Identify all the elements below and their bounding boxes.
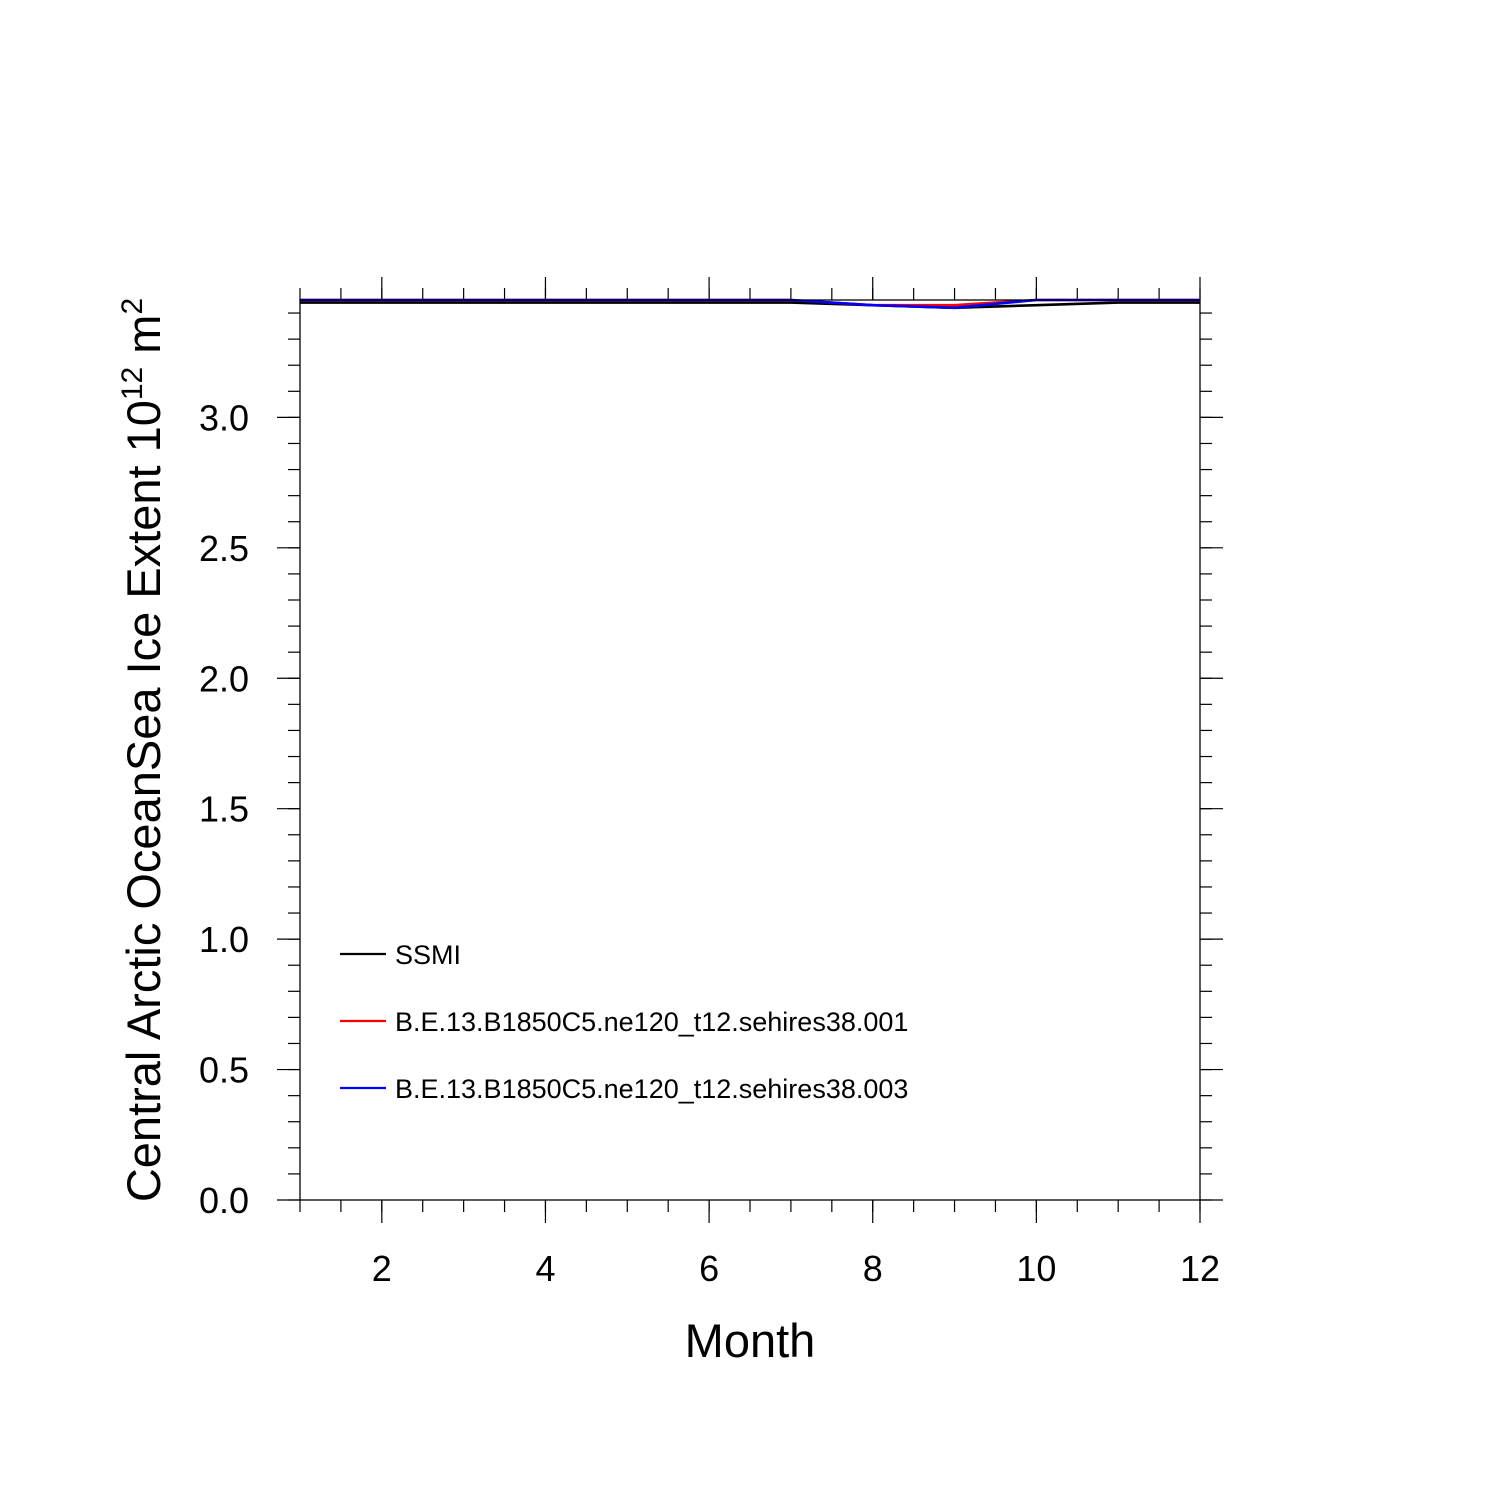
legend-label-2: B.E.13.B1850C5.ne120_t12.sehires38.001 — [395, 1007, 908, 1037]
x-tick-label: 2 — [372, 1248, 392, 1289]
x-tick-label: 4 — [535, 1248, 555, 1289]
y-tick-label: 2.0 — [199, 658, 249, 699]
y-axis-title-unit-exponent: 2 — [116, 298, 149, 315]
x-tick-label: 12 — [1180, 1248, 1220, 1289]
y-tick-label: 0.5 — [199, 1050, 249, 1091]
series-line-1 — [300, 301, 1200, 310]
legend: SSMI B.E.13.B1850C5.ne120_t12.sehires38.0… — [340, 940, 908, 1104]
x-tick-label: 6 — [699, 1248, 719, 1289]
legend-label-1: SSMI — [395, 940, 461, 970]
major-ticks — [277, 277, 1223, 1223]
y-tick-label: 2.5 — [199, 528, 249, 569]
y-tick-label: 0.0 — [199, 1180, 249, 1221]
plot-frame — [299, 299, 1201, 1201]
x-axis-title: Month — [685, 1314, 816, 1367]
x-tick-label: 10 — [1016, 1248, 1056, 1289]
y-axis-title-exponent: 12 — [116, 367, 149, 400]
y-axis-title-unit: m — [117, 315, 170, 367]
y-axis-title: Central Arctic OceanSea Ice Extent 1012 … — [116, 298, 170, 1202]
y-tick-label: 3.0 — [199, 397, 249, 438]
tick-labels: 2 4 6 8 10 12 0.0 0.5 1.0 1.5 2.0 2.5 3.0 — [199, 397, 1220, 1289]
legend-label-3: B.E.13.B1850C5.ne120_t12.sehires38.003 — [395, 1074, 908, 1104]
y-tick-label: 1.0 — [199, 919, 249, 960]
y-axis-title-text: Central Arctic OceanSea Ice Extent 10 — [117, 400, 170, 1202]
x-tick-label: 8 — [863, 1248, 883, 1289]
y-tick-label: 1.5 — [199, 789, 249, 830]
series-lines — [300, 298, 1200, 310]
